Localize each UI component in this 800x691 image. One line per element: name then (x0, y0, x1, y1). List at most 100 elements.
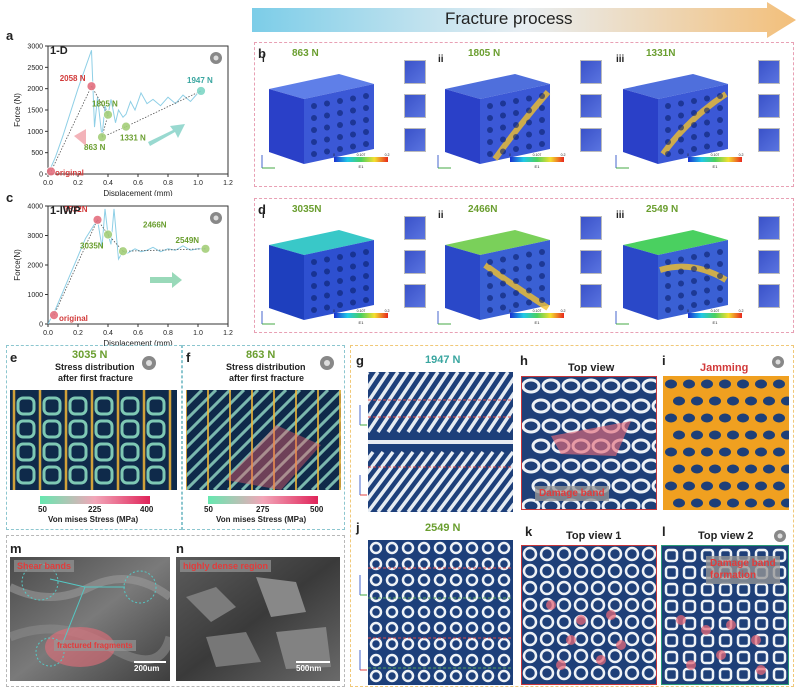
panel-b-subview (758, 94, 780, 118)
panel-i-label: i (662, 353, 666, 368)
panel-e-force: 3035 N (72, 349, 108, 361)
panel-b-subview (758, 128, 780, 152)
colorbar-gradient (334, 313, 388, 318)
panel-d-colorbar-2: 0 0.107 0.21 E1 (509, 309, 566, 325)
colorbar-e1: E1 (359, 320, 365, 325)
point-label: original (59, 314, 88, 323)
panel-m-label: m (10, 541, 22, 556)
panel-m-scale-bar (134, 661, 166, 663)
point-label: 2058 N (60, 74, 86, 83)
guide-line (125, 90, 202, 128)
x-tick-label: 0.6 (133, 180, 143, 187)
panel-m-scale-label: 200um (134, 664, 160, 673)
panel-b-force-2: 1805 N (468, 48, 501, 59)
panel-d-subview (580, 284, 602, 308)
colorbar-tick: 0.21 (739, 153, 744, 157)
x-tick-label: 0.6 (133, 330, 143, 337)
panel-d-subview (758, 284, 780, 308)
panel-b-subview (580, 60, 602, 84)
colorbar-gradient (688, 313, 742, 318)
x-tick-label: 0.4 (103, 180, 113, 187)
panel-g-force: 1947 N (425, 354, 461, 366)
panel-n-label: n (176, 541, 184, 556)
colorbar-e1: E1 (359, 164, 365, 169)
panel-e-gear-icon (142, 356, 156, 370)
panel-mn-box (6, 535, 345, 687)
panel-f-colorbar (208, 496, 318, 504)
panel-b-subview (758, 60, 780, 84)
point-marker (196, 86, 206, 96)
panel-n-scale-label: 500nm (296, 664, 322, 673)
panel-g-xct-image (368, 372, 513, 512)
panel-f-subtitle2: after first fracture (229, 373, 305, 383)
gear-icon-center (213, 215, 219, 221)
y-tick-label: 2000 (27, 263, 43, 270)
panel-b-subview (404, 128, 426, 152)
colorbar-tick: 0.107 (357, 309, 366, 313)
panel-h-label: h (520, 353, 528, 368)
trend-arrow (148, 124, 185, 146)
panel-b-roman-1: i (262, 54, 265, 65)
point-marker (86, 81, 97, 92)
axes-icon (615, 155, 629, 169)
panel-e-subtitle1: Stress distribution (55, 362, 135, 372)
panel-b-colorbar-2: 0 0.107 0.21 E1 (509, 153, 566, 169)
point-label: 1947 N (187, 76, 213, 85)
panel-k-top-view-1 (521, 545, 657, 685)
panel-g-label: g (356, 353, 364, 368)
panel-e-label: e (10, 350, 18, 365)
panel-d-cube-3 (623, 230, 728, 320)
panel-f-cb-tick-0: 50 (204, 505, 213, 514)
x-tick-label: 0.4 (103, 330, 113, 337)
panel-d-subview (580, 250, 602, 274)
colorbar-e1: E1 (535, 164, 541, 169)
colorbar-tick: 0 (687, 153, 689, 157)
y-axis-label: Force(N) (13, 249, 22, 281)
panel-e-cb-tick-0: 50 (38, 505, 47, 514)
panel-f-cb-tick-1: 275 (256, 505, 270, 514)
x-tick-label: 1.2 (223, 330, 233, 337)
panel-b-label: b (258, 46, 266, 61)
panel-h-damage-band-tag: Damage band (535, 486, 609, 501)
colorbar-tick: 0.21 (561, 309, 566, 313)
colorbar-tick: 0.107 (533, 153, 542, 157)
panel-b-subview (404, 60, 426, 84)
point-marker (200, 243, 211, 254)
colorbar-tick: 0 (333, 153, 335, 157)
point-label: 863 N (84, 143, 106, 152)
panel-h-title: Top view (568, 362, 615, 374)
panel-b-subview (580, 94, 602, 118)
panel-k-label: k (525, 524, 533, 539)
x-tick-label: 1.0 (193, 330, 203, 337)
panel-l-gear-icon (774, 530, 786, 542)
panel-b-cube-1 (269, 74, 374, 164)
panel-d-colorbar-1: 0 0.107 0.21 E1 (333, 309, 390, 325)
colorbar-tick: 0.21 (385, 153, 390, 157)
colorbar-e1: E1 (713, 164, 719, 169)
y-tick-label: 2500 (27, 65, 43, 72)
colorbar-tick: 0.21 (561, 153, 566, 157)
panel-b-colorbar-1: 0 0.107 0.21 E1 (333, 153, 390, 169)
y-tick-label: 3000 (27, 44, 43, 51)
panel-b-force-1: 863 N (292, 48, 319, 59)
panel-l-damage-band-tag: Damage band formation (706, 556, 780, 584)
point-marker (49, 310, 59, 321)
panel-n-dense-label: highly dense region (180, 560, 272, 572)
chart-1iwp: 0.0 0.2 0.4 0.6 0.8 1.0 1.2 0 1000 2000 3000 4000 Di… (13, 204, 233, 347)
panel-l-title: Top view 2 (698, 530, 754, 542)
colorbar-e1: E1 (535, 320, 541, 325)
point-label: original (55, 168, 84, 177)
colorbar-e1: E1 (713, 320, 719, 325)
point-marker (97, 132, 107, 143)
point-label: 1331 N (120, 134, 146, 143)
panel-f-label: f (186, 350, 191, 365)
guide-line (91, 85, 109, 115)
series-line (47, 50, 202, 175)
guide-line (53, 219, 98, 316)
panel-d-roman-3: iii (616, 210, 625, 221)
plot-frame (47, 45, 229, 175)
axes-icon (615, 311, 629, 325)
colorbar-gradient (688, 157, 742, 162)
axes-icon (437, 155, 451, 169)
panel-i-jamming-image (663, 376, 789, 510)
